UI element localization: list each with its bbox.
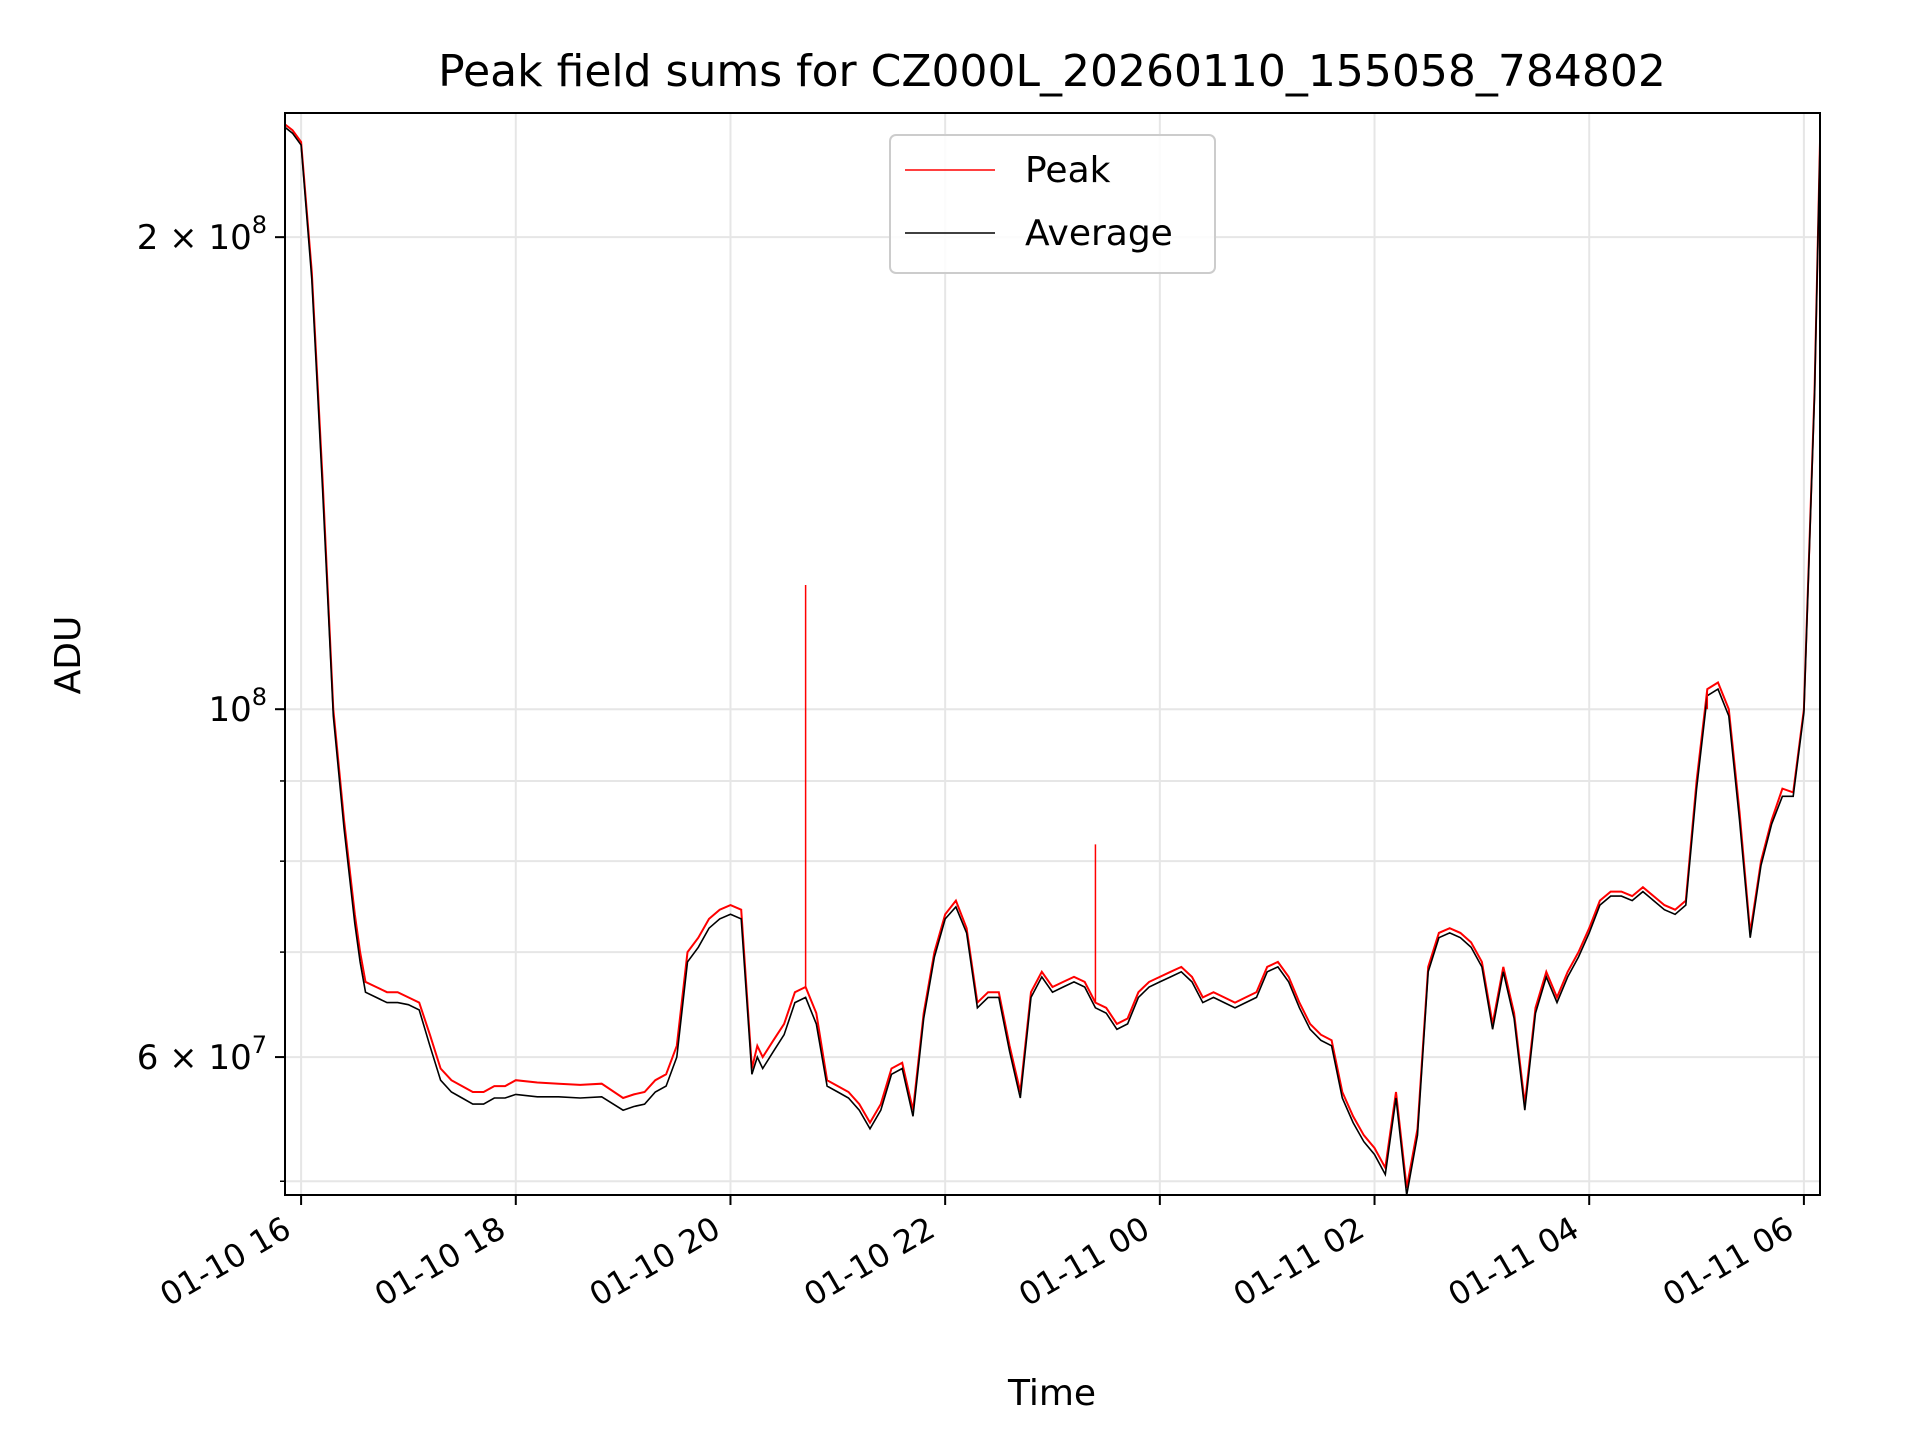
plot-area xyxy=(285,123,1820,1195)
axes-frame xyxy=(284,112,1821,1196)
series-line-average xyxy=(285,126,1820,1195)
y-axis-label: ADU xyxy=(48,616,89,695)
y-tick-label: 2 × 108 xyxy=(137,211,267,258)
y-axis: 6 × 107 108 2 × 108 xyxy=(137,211,285,1182)
y-tick-label: 6 × 107 xyxy=(137,1031,267,1078)
legend-average-label: Average xyxy=(1025,213,1173,254)
legend-peak-label: Peak xyxy=(1025,150,1111,191)
series-line-peak xyxy=(285,123,1820,1189)
legend: Peak Average xyxy=(889,134,1216,274)
y-tick-label: 108 xyxy=(208,683,267,730)
x-axis-label: Time xyxy=(1007,1373,1096,1414)
chart-title: Peak field sums for CZ000L_20260110_1550… xyxy=(438,46,1666,97)
